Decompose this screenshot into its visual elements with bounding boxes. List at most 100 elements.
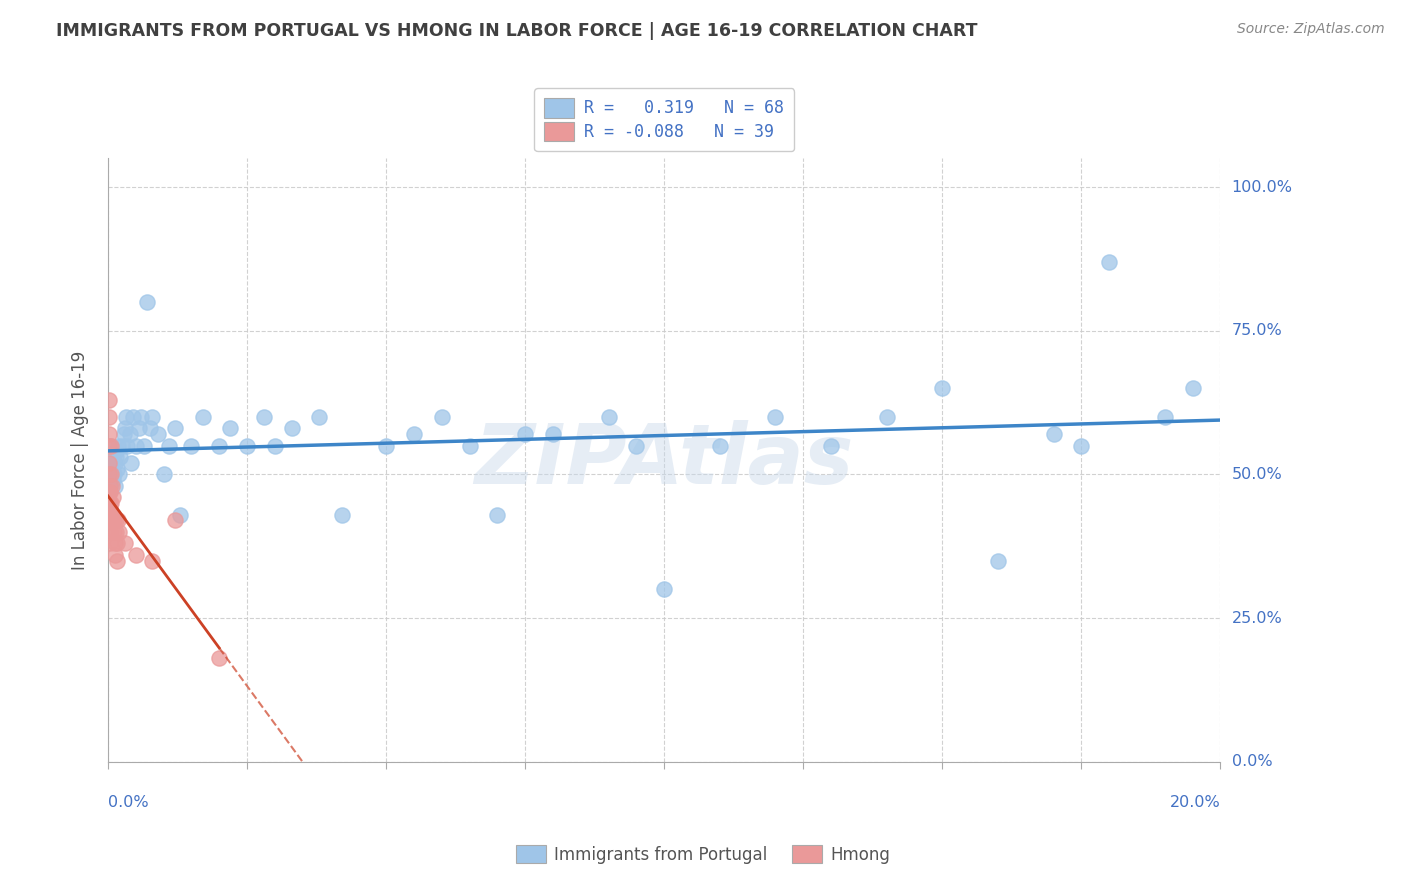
Point [157, 439, 180, 453]
Point [111, 439, 134, 453]
Point [98, 536, 121, 550]
Legend: Immigrants from Portugal, Hmong: Immigrants from Portugal, Hmong [509, 838, 897, 871]
Point [105, 524, 128, 539]
Point [208, 439, 231, 453]
Point [163, 513, 186, 527]
Point [117, 439, 139, 453]
Point [104, 513, 127, 527]
Point [100, 439, 122, 453]
Point [107, 439, 129, 453]
Point [101, 461, 124, 475]
Point [125, 548, 148, 562]
Text: 0.0%: 0.0% [108, 795, 149, 810]
Point [101, 491, 124, 505]
Point [105, 450, 128, 465]
Point [987, 554, 1010, 568]
Legend: R =   0.319   N = 68, R = -0.088   N = 39: R = 0.319 N = 68, R = -0.088 N = 39 [534, 88, 794, 151]
Point [100, 496, 122, 510]
Point [652, 582, 675, 597]
Point [280, 421, 302, 435]
Point [104, 479, 127, 493]
Y-axis label: In Labor Force | Age 16-19: In Labor Force | Age 16-19 [72, 351, 89, 570]
Point [104, 456, 127, 470]
Point [486, 508, 509, 522]
Point [1070, 439, 1092, 453]
Point [107, 554, 129, 568]
Point [105, 461, 128, 475]
Point [112, 427, 135, 442]
Point [131, 409, 153, 424]
Point [180, 439, 202, 453]
Point [1042, 427, 1064, 442]
Point [100, 439, 122, 453]
Point [375, 439, 398, 453]
Point [1098, 255, 1121, 269]
Point [134, 439, 156, 453]
Point [120, 427, 142, 442]
Point [107, 513, 129, 527]
Point [98, 496, 121, 510]
Point [114, 536, 136, 550]
Point [104, 548, 127, 562]
Text: 20.0%: 20.0% [1170, 795, 1220, 810]
Point [98, 502, 121, 516]
Point [765, 409, 787, 424]
Point [104, 444, 127, 458]
Point [169, 508, 191, 522]
Point [152, 467, 174, 482]
Point [138, 421, 160, 435]
Point [598, 409, 620, 424]
Point [115, 409, 138, 424]
Text: 0.0%: 0.0% [1232, 755, 1272, 769]
Point [98, 524, 121, 539]
Text: IMMIGRANTS FROM PORTUGAL VS HMONG IN LABOR FORCE | AGE 16-19 CORRELATION CHART: IMMIGRANTS FROM PORTUGAL VS HMONG IN LAB… [56, 22, 977, 40]
Point [263, 439, 285, 453]
Point [458, 439, 481, 453]
Point [208, 651, 231, 665]
Text: 25.0%: 25.0% [1232, 611, 1282, 625]
Point [236, 439, 259, 453]
Point [110, 450, 132, 465]
Text: Source: ZipAtlas.com: Source: ZipAtlas.com [1237, 22, 1385, 37]
Point [163, 421, 186, 435]
Text: 50.0%: 50.0% [1232, 467, 1282, 482]
Point [98, 479, 121, 493]
Point [125, 439, 148, 453]
Point [820, 439, 842, 453]
Point [103, 524, 125, 539]
Point [98, 467, 121, 482]
Point [876, 409, 898, 424]
Text: 75.0%: 75.0% [1232, 323, 1282, 338]
Point [98, 513, 121, 527]
Point [98, 484, 121, 499]
Point [515, 427, 537, 442]
Text: 100.0%: 100.0% [1232, 179, 1292, 194]
Point [97, 392, 120, 407]
Point [98, 496, 121, 510]
Point [219, 421, 242, 435]
Point [101, 513, 124, 527]
Point [104, 536, 127, 550]
Point [330, 508, 353, 522]
Point [541, 427, 564, 442]
Point [103, 467, 125, 482]
Point [98, 508, 121, 522]
Point [122, 409, 145, 424]
Point [430, 409, 453, 424]
Point [98, 456, 121, 470]
Point [105, 536, 128, 550]
Point [100, 508, 122, 522]
Point [253, 409, 276, 424]
Point [98, 508, 121, 522]
Point [98, 484, 121, 499]
Point [103, 513, 125, 527]
Point [120, 456, 142, 470]
Point [97, 439, 120, 453]
Point [100, 456, 122, 470]
Point [98, 479, 121, 493]
Point [626, 439, 648, 453]
Point [101, 450, 124, 465]
Point [135, 295, 157, 310]
Point [141, 409, 163, 424]
Point [101, 479, 124, 493]
